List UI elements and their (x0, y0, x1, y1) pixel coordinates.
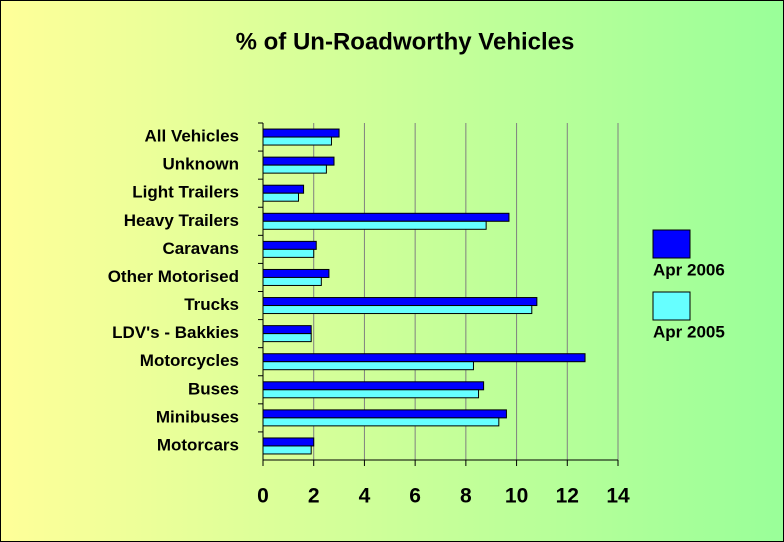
bar (262, 136, 332, 146)
bar (262, 445, 312, 455)
bar (262, 240, 317, 250)
bar (262, 184, 305, 194)
bar (262, 353, 586, 363)
bar (262, 305, 533, 315)
y-tick-label: Minibuses (156, 407, 239, 426)
x-tick-label: 6 (409, 485, 421, 508)
bar (262, 156, 335, 166)
bar (262, 276, 322, 286)
x-tick-label: 0 (257, 485, 269, 508)
y-tick-label: Motorcars (157, 435, 239, 454)
bar (262, 268, 330, 278)
legend-swatch (652, 229, 691, 259)
bar (262, 437, 315, 447)
legend-label: Apr 2005 (653, 322, 725, 341)
x-tick-label: 12 (556, 485, 579, 508)
x-tick-label: 4 (359, 485, 371, 508)
y-tick-label: Light Trailers (132, 183, 239, 202)
bar (262, 248, 315, 258)
x-tick-label: 2 (308, 485, 320, 508)
y-tick-label: LDV's - Bakkies (112, 323, 239, 342)
y-tick-label: Buses (188, 379, 239, 398)
y-tick-label: Other Motorised (108, 267, 239, 286)
x-tick-label: 14 (606, 485, 630, 508)
bar (262, 409, 507, 419)
bar (262, 333, 312, 343)
bar (262, 389, 480, 399)
bar (262, 325, 312, 335)
bar (262, 381, 485, 391)
y-tick-label: Motorcycles (140, 351, 239, 370)
y-tick-label: Heavy Trailers (124, 211, 239, 230)
bar (262, 164, 327, 174)
bar (262, 128, 340, 138)
y-tick-label: All Vehicles (145, 127, 240, 146)
legend-label: Apr 2006 (653, 260, 725, 279)
bar (262, 192, 299, 202)
y-tick-label: Trucks (184, 295, 239, 314)
bar (262, 220, 487, 230)
bar (262, 212, 510, 222)
x-tick-label: 10 (505, 485, 528, 508)
y-tick-label: Caravans (162, 239, 239, 258)
x-tick-label: 8 (460, 485, 472, 508)
bar (262, 417, 500, 427)
chart-title: % of Un-Roadworthy Vehicles (236, 28, 575, 55)
bar (262, 361, 474, 371)
bar (262, 297, 538, 307)
y-tick-label: Unknown (163, 155, 240, 174)
legend-swatch (652, 291, 691, 321)
